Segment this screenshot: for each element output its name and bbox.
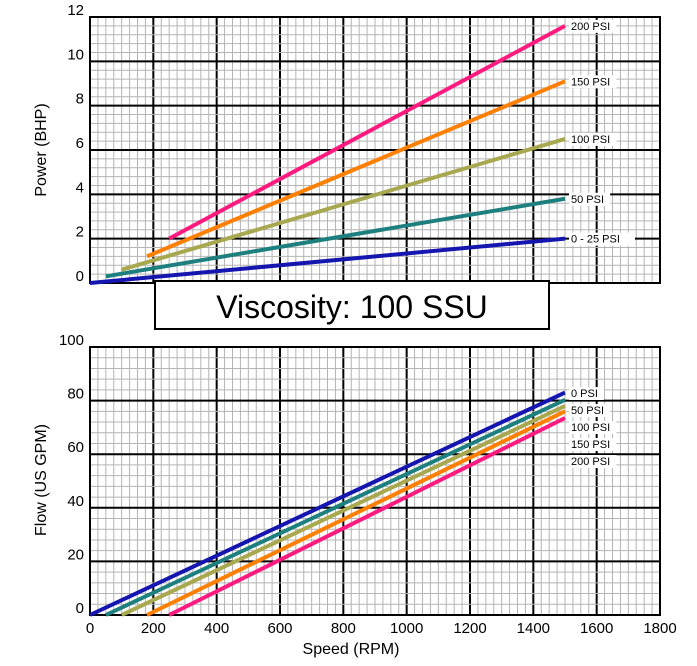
power-series-line xyxy=(168,24,566,241)
speed-x-tick-label: 1400 xyxy=(517,620,550,637)
flow-series-label: 150 PSI xyxy=(571,439,610,451)
flow-plot-frame xyxy=(89,346,661,616)
viscosity-banner: Viscosity: 100 SSU xyxy=(154,280,550,330)
speed-x-tick-label: 800 xyxy=(331,620,356,637)
speed-x-tick-label: 1600 xyxy=(580,620,613,637)
power-series-line xyxy=(105,196,566,279)
flow-y-tick-label: 40 xyxy=(67,493,84,510)
power-series-label-bg xyxy=(569,232,635,246)
flow-y-tick-label: 100 xyxy=(59,332,84,349)
flow-y-tick-label: 0 xyxy=(76,600,84,617)
power-series-label: 150 PSI xyxy=(571,76,610,88)
flow-series-line xyxy=(146,409,566,617)
viscosity-banner-box xyxy=(154,280,550,330)
flow-axis-title: Flow (US GPM) xyxy=(33,424,50,536)
flow-series-label-bg xyxy=(569,438,617,451)
power-axis-title: Power (BHP) xyxy=(33,103,50,196)
flow-series-line xyxy=(89,390,566,617)
viscosity-banner-text: Viscosity: 100 SSU xyxy=(216,289,488,325)
flow-series-label-bg xyxy=(569,387,604,400)
power-y-tick-label: 4 xyxy=(76,179,84,196)
power-y-tick-label: 10 xyxy=(67,46,84,63)
speed-x-tick-label: 400 xyxy=(204,620,229,637)
speed-x-tick-label: 0 xyxy=(86,620,94,637)
power-series-label: 0 - 25 PSI xyxy=(571,234,620,246)
power-y-tick-label: 8 xyxy=(76,91,84,108)
power-series-line xyxy=(89,236,566,285)
power-series-line xyxy=(146,79,566,259)
power-y-tick-label: 12 xyxy=(67,2,84,19)
flow-series-label: 100 PSI xyxy=(571,422,610,434)
power-series-label-bg xyxy=(569,192,611,206)
power-series-line xyxy=(121,136,566,272)
flow-series-line xyxy=(104,397,566,617)
power-series-label-bg xyxy=(569,75,617,89)
flow-series-line xyxy=(168,416,566,617)
speed-x-tick-label: 200 xyxy=(141,620,166,637)
power-series-label-bg xyxy=(569,132,617,146)
flow-series-label: 50 PSI xyxy=(571,405,604,417)
power-series-label-bg xyxy=(569,19,617,33)
power-series-label: 100 PSI xyxy=(571,134,610,146)
flow-chart-grid xyxy=(89,346,661,616)
flow-y-tick-label: 20 xyxy=(67,546,84,563)
flow-series-label-bg xyxy=(569,421,617,434)
power-chart-series: 0 - 25 PSI 50 PSI 100 PSI 150 PSI 200 PSI xyxy=(89,19,635,285)
flow-y-tick-label: 80 xyxy=(67,386,84,403)
flow-series-label-bg xyxy=(569,404,611,417)
power-series-label: 200 PSI xyxy=(571,21,610,33)
speed-x-tick-label: 1000 xyxy=(390,620,423,637)
flow-chart-series: 0 PSI 50 PSI 100 PSI 150 PSI 200 PSI xyxy=(89,387,617,617)
flow-series-line xyxy=(120,404,566,617)
speed-axis-title: Speed (RPM) xyxy=(303,641,400,658)
power-series-label: 50 PSI xyxy=(571,194,604,206)
speed-x-tick-label: 1800 xyxy=(643,620,676,637)
flow-series-label-bg xyxy=(569,455,617,468)
speed-x-tick-label: 600 xyxy=(267,620,292,637)
power-y-tick-label: 0 xyxy=(76,268,84,285)
power-chart-ticks: 0 2 4 6 8 10 12 xyxy=(67,2,84,285)
flow-y-tick-label: 60 xyxy=(67,439,84,456)
flow-series-label: 0 PSI xyxy=(571,388,598,400)
flow-series-label: 200 PSI xyxy=(571,456,610,468)
power-y-tick-label: 6 xyxy=(76,135,84,152)
power-y-tick-label: 2 xyxy=(76,224,84,241)
speed-x-tick-label: 1200 xyxy=(453,620,486,637)
